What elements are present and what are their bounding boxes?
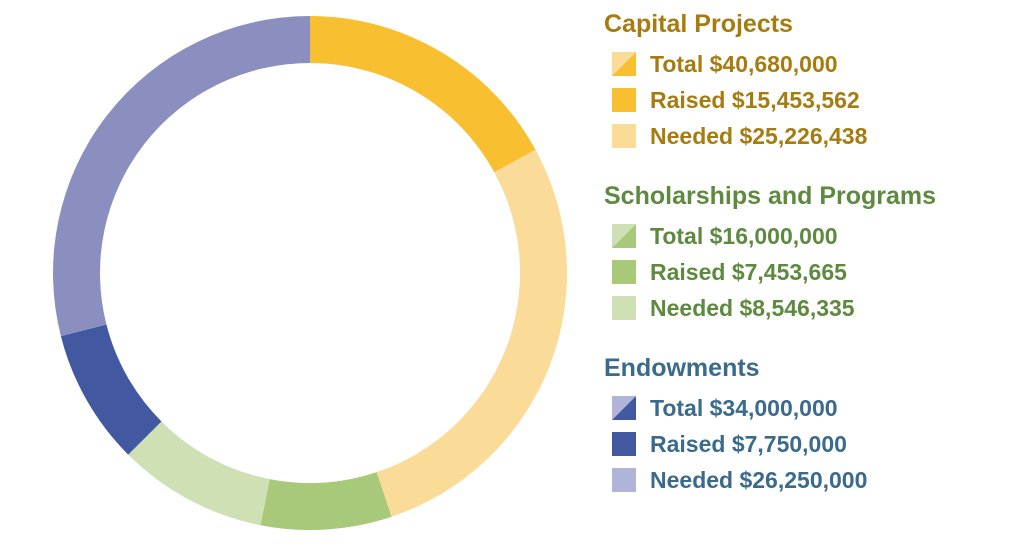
swatch-fill <box>612 260 636 284</box>
legend: Capital Projects Total $40,680,000 Raise… <box>604 8 1020 524</box>
legend-swatch-split-icon <box>612 224 636 248</box>
legend-group-endowments: Endowments Total $34,000,000 Raised $7,7… <box>604 352 1020 498</box>
legend-item-label: Needed $25,226,438 <box>650 122 868 149</box>
legend-item-total: Total $34,000,000 <box>612 390 1020 426</box>
legend-swatch-icon <box>612 260 636 284</box>
donut-slice-endowments-needed <box>52 16 310 337</box>
swatch-dark-half <box>612 224 636 248</box>
legend-group-title: Endowments <box>604 354 760 382</box>
legend-swatch-icon <box>612 124 636 148</box>
swatch-fill <box>612 124 636 148</box>
donut-slice-capital-projects-raised <box>310 16 536 173</box>
legend-item-label: Raised $15,453,562 <box>650 86 860 113</box>
legend-item-needed: Needed $8,546,335 <box>612 290 1020 326</box>
legend-swatch-icon <box>612 88 636 112</box>
legend-group-title: Capital Projects <box>604 10 793 38</box>
legend-item-label: Total $40,680,000 <box>650 50 838 77</box>
swatch-dark-half <box>612 52 636 76</box>
legend-swatch-icon <box>612 432 636 456</box>
legend-swatch-icon <box>612 296 636 320</box>
legend-item-label: Total $34,000,000 <box>650 394 838 421</box>
legend-item-label: Needed $8,546,335 <box>650 294 855 321</box>
donut-slice-capital-projects-needed <box>376 149 567 517</box>
swatch-fill <box>612 432 636 456</box>
legend-item-label: Raised $7,453,665 <box>650 258 847 285</box>
legend-item-total: Total $16,000,000 <box>612 218 1020 254</box>
legend-item-needed: Needed $25,226,438 <box>612 118 1020 154</box>
legend-swatch-icon <box>612 468 636 492</box>
swatch-dark-half <box>612 396 636 420</box>
legend-item-raised: Raised $7,750,000 <box>612 426 1020 462</box>
legend-swatch-split-icon <box>612 52 636 76</box>
donut-slice-scholarships-and-programs-raised <box>260 472 392 530</box>
legend-item-raised: Raised $7,453,665 <box>612 254 1020 290</box>
swatch-fill <box>612 468 636 492</box>
swatch-fill <box>612 88 636 112</box>
legend-group-capital-projects: Capital Projects Total $40,680,000 Raise… <box>604 8 1020 154</box>
legend-group-scholarships-and-programs: Scholarships and Programs Total $16,000,… <box>604 180 1020 326</box>
legend-item-raised: Raised $15,453,562 <box>612 82 1020 118</box>
donut-chart <box>52 16 567 530</box>
legend-item-label: Total $16,000,000 <box>650 222 838 249</box>
legend-swatch-split-icon <box>612 396 636 420</box>
swatch-fill <box>612 296 636 320</box>
legend-item-label: Raised $7,750,000 <box>650 430 847 457</box>
legend-group-title: Scholarships and Programs <box>604 182 937 210</box>
legend-item-needed: Needed $26,250,000 <box>612 462 1020 498</box>
donut-slice-endowments-raised <box>60 324 162 455</box>
legend-item-label: Needed $26,250,000 <box>650 466 868 493</box>
donut-slice-scholarships-and-programs-needed <box>128 421 270 526</box>
legend-item-total: Total $40,680,000 <box>612 46 1020 82</box>
